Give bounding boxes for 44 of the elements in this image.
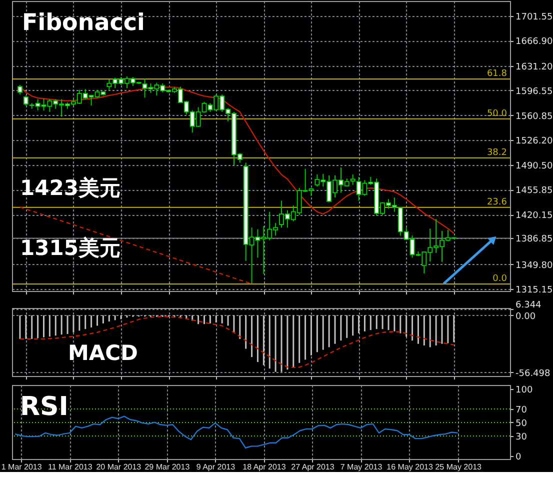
y-tick-label: 1455.85 <box>516 186 553 196</box>
annotation: 23.6 <box>486 197 508 208</box>
y-tick-label: 1526.20 <box>516 136 553 146</box>
annotation: RSI <box>20 392 68 422</box>
y-tick-label: 30 <box>516 432 528 442</box>
y-tick-label: 1560.85 <box>516 112 553 122</box>
annotation: 38.2 <box>486 148 507 158</box>
x-tick-label: 9 Apr 2013 <box>196 462 236 472</box>
x-tick-label: 16 May 2013 <box>386 462 434 472</box>
y-tick-label: 1666.90 <box>516 37 553 48</box>
candlestick <box>17 84 22 95</box>
y-tick-label: 6.344 <box>516 300 542 310</box>
x-tick-label: 27 Apr 2013 <box>291 462 335 472</box>
annotation: 50.0 <box>486 108 508 119</box>
y-tick-label: 1631.20 <box>516 62 553 72</box>
y-tick-label: 1490.50 <box>516 162 553 172</box>
line-series <box>19 206 252 285</box>
y-tick-label: 100 <box>516 385 533 396</box>
candlestick <box>23 94 28 106</box>
x-tick-label: 11 Mar 2013 <box>48 462 93 472</box>
x-tick-label: 20 Mar 2013 <box>96 462 142 472</box>
annotation: 61.8 <box>486 68 508 79</box>
x-tick-label: 7 May 2013 <box>340 462 383 472</box>
annotation: 0.0 <box>492 274 508 284</box>
y-tick-label: 1596.55 <box>516 86 553 97</box>
annotation: 1423美元 <box>20 176 120 200</box>
y-tick-label: 50 <box>516 418 528 429</box>
y-tick-label: 1420.15 <box>516 211 553 222</box>
y-tick-label: 70 <box>516 405 528 416</box>
y-tick-label: 1315.15 <box>516 285 553 296</box>
y-tick-label: 0.00 <box>516 312 536 322</box>
annotation: Fibonacci <box>22 10 145 36</box>
annotation: MACD <box>68 341 138 365</box>
x-tick-label: 25 May 2013 <box>435 462 482 472</box>
x-tick-label: 18 Apr 2013 <box>242 462 286 472</box>
annotation: 1315美元 <box>20 236 120 260</box>
y-tick-label: 1701.55 <box>516 12 553 23</box>
y-tick-label: 1349.80 <box>516 260 553 271</box>
x-tick-label: 29 Mar 2013 <box>144 462 190 472</box>
y-tick-label: 1386.85 <box>516 234 553 245</box>
y-tick-label: -56.498 <box>516 368 551 379</box>
line-series <box>14 416 458 448</box>
y-tick-label: 0 <box>516 452 522 463</box>
x-tick-label: 1 Mar 2013 <box>1 462 42 472</box>
